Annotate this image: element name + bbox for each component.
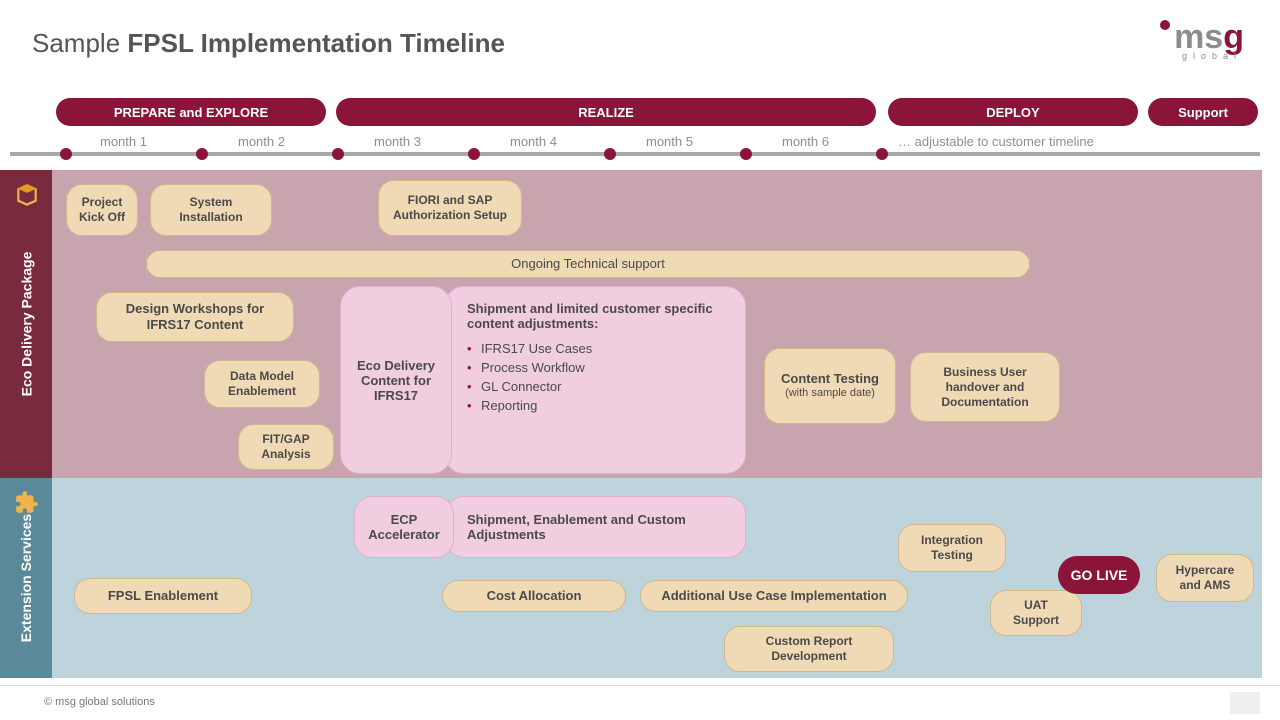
box-fiori-setup: FIORI and SAP Authorization Setup — [378, 180, 522, 236]
box-integration-testing: Integration Testing — [898, 524, 1006, 572]
box-fpsl-enablement: FPSL Enablement — [74, 578, 252, 614]
box-eco-shipment: Shipment and limited customer specific c… — [340, 286, 746, 474]
box-go-live: GO LIVE — [1058, 556, 1140, 594]
box-additional-usecases: Additional Use Case Implementation — [640, 580, 908, 612]
title-light: Sample — [32, 28, 127, 58]
box-project-kickoff: Project Kick Off — [66, 184, 138, 236]
lane-ext-label: Extension Services — [18, 514, 34, 642]
ecp-accelerator: ECP Accelerator — [354, 496, 454, 558]
eco-shipment-bullet: IFRS17 Use Cases — [467, 341, 727, 356]
ecp-shipment-right: Shipment, Enablement and Custom Adjustme… — [446, 496, 746, 558]
phase-support: Support — [1148, 98, 1258, 126]
phase-realize: REALIZE — [336, 98, 876, 126]
box-uat-support: UAT Support — [990, 590, 1082, 636]
timeline-adjustable-note: … adjustable to customer timeline — [898, 134, 1094, 149]
logo: msg global — [1160, 20, 1244, 61]
lane-eco-strip: Eco Delivery Package — [0, 170, 52, 478]
content-testing-sub: (with sample date) — [785, 387, 875, 401]
month-3: month 3 — [374, 134, 421, 149]
logo-subtext: global — [1160, 52, 1242, 61]
timeline-tick — [332, 148, 344, 160]
box-design-workshops: Design Workshops for IFRS17 Content — [96, 292, 294, 342]
box-handover: Business User handover and Documentation — [910, 352, 1060, 422]
box-cost-allocation: Cost Allocation — [442, 580, 626, 612]
month-2: month 2 — [238, 134, 285, 149]
timeline-tick — [876, 148, 888, 160]
eco-shipment-bullet: Reporting — [467, 398, 727, 413]
box-fit-gap: FIT/GAP Analysis — [238, 424, 334, 470]
logo-dot-icon — [1160, 20, 1170, 30]
content-testing-label: Content Testing — [781, 371, 879, 387]
lane-eco-label: Eco Delivery Package — [18, 252, 34, 397]
puzzle-icon — [14, 490, 40, 523]
eco-shipment-header: Shipment and limited customer specific c… — [467, 301, 727, 331]
box-ongoing-support: Ongoing Technical support — [146, 250, 1030, 278]
box-eco-shipment-details: Shipment and limited customer specific c… — [444, 286, 746, 474]
box-ecp-shipment: Shipment, Enablement and Custom Adjustme… — [354, 496, 746, 558]
eco-shipment-bullet: Process Workflow — [467, 360, 727, 375]
box-hypercare: Hypercare and AMS — [1156, 554, 1254, 602]
phase-prepare-explore: PREPARE and EXPLORE — [56, 98, 326, 126]
package-icon — [14, 182, 40, 215]
title-bold: FPSL Implementation Timeline — [127, 28, 505, 58]
box-custom-report: Custom Report Development — [724, 626, 894, 672]
footer-copyright: © msg global solutions — [44, 696, 155, 708]
page-title: Sample FPSL Implementation Timeline — [32, 28, 505, 59]
timeline-tick — [468, 148, 480, 160]
footer-decoration — [1230, 692, 1260, 714]
box-data-model: Data Model Enablement — [204, 360, 320, 408]
month-1: month 1 — [100, 134, 147, 149]
box-system-installation: System Installation — [150, 184, 272, 236]
month-5: month 5 — [646, 134, 693, 149]
footer-divider — [0, 685, 1280, 686]
phase-deploy: DEPLOY — [888, 98, 1138, 126]
month-6: month 6 — [782, 134, 829, 149]
box-eco-delivery-content: Eco Delivery Content for IFRS17 — [340, 286, 452, 474]
timeline-tick — [196, 148, 208, 160]
eco-shipment-bullet: GL Connector — [467, 379, 727, 394]
timeline-tick — [604, 148, 616, 160]
month-4: month 4 — [510, 134, 557, 149]
box-content-testing: Content Testing (with sample date) — [764, 348, 896, 424]
timeline-tick — [60, 148, 72, 160]
timeline-tick — [740, 148, 752, 160]
